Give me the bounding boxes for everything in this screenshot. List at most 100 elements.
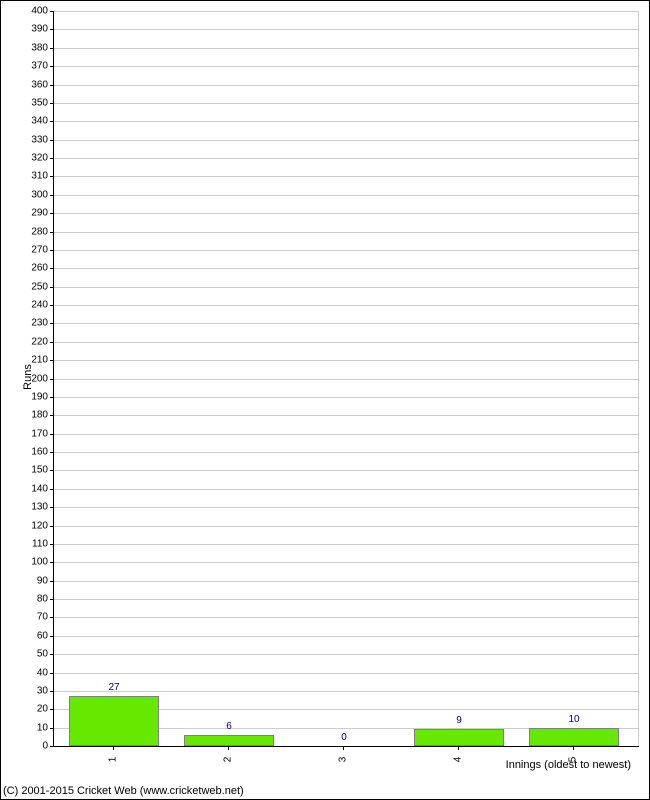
ytick-label: 320 [8,153,48,164]
gridline [54,287,639,288]
ytick-mark [50,232,54,233]
bar [69,696,159,746]
xtick-mark [228,746,229,750]
gridline [54,195,639,196]
ytick-mark [50,452,54,453]
ytick-label: 10 [8,722,48,733]
ytick-label: 210 [8,355,48,366]
ytick-mark [50,287,54,288]
ytick-mark [50,489,54,490]
xtick-mark [573,746,574,750]
ytick-label: 40 [8,667,48,678]
ytick-label: 290 [8,208,48,219]
ytick-label: 330 [8,134,48,145]
ytick-mark [50,415,54,416]
gridline [54,213,639,214]
gridline [54,562,639,563]
ytick-mark [50,562,54,563]
ytick-label: 220 [8,336,48,347]
gridline [54,323,639,324]
ytick-label: 170 [8,428,48,439]
bar-value-label: 0 [341,732,347,743]
ytick-mark [50,617,54,618]
gridline [54,379,639,380]
ytick-label: 30 [8,685,48,696]
ytick-label: 150 [8,465,48,476]
ytick-mark [50,158,54,159]
ytick-label: 270 [8,244,48,255]
ytick-mark [50,140,54,141]
ytick-label: 200 [8,373,48,384]
gridline [54,140,639,141]
gridline [54,232,639,233]
bar-value-label: 27 [108,682,119,693]
ytick-label: 100 [8,557,48,568]
ytick-label: 240 [8,300,48,311]
ytick-mark [50,323,54,324]
bar [184,735,274,746]
gridline [54,85,639,86]
ytick-label: 0 [8,741,48,752]
ytick-mark [50,691,54,692]
ytick-mark [50,581,54,582]
gridline [54,29,639,30]
gridline [54,489,639,490]
ytick-mark [50,342,54,343]
ytick-label: 370 [8,61,48,72]
ytick-label: 60 [8,630,48,641]
ytick-label: 400 [8,6,48,17]
gridline [54,636,639,637]
ytick-label: 260 [8,263,48,274]
gridline [54,268,639,269]
gridline [54,11,639,12]
ytick-label: 90 [8,575,48,586]
ytick-mark [50,268,54,269]
gridline [54,526,639,527]
gridline [54,452,639,453]
ytick-label: 300 [8,189,48,200]
gridline [54,397,639,398]
ytick-mark [50,85,54,86]
gridline [54,507,639,508]
ytick-mark [50,48,54,49]
ytick-label: 160 [8,447,48,458]
gridline [54,250,639,251]
ytick-label: 120 [8,520,48,531]
ytick-label: 140 [8,483,48,494]
ytick-label: 230 [8,318,48,329]
gridline [54,48,639,49]
ytick-label: 280 [8,226,48,237]
ytick-mark [50,673,54,674]
ytick-mark [50,746,54,747]
gridline [54,342,639,343]
chart-container: 2760910 Runs Innings (oldest to newest) … [0,0,650,800]
ytick-mark [50,250,54,251]
ytick-mark [50,360,54,361]
ytick-mark [50,470,54,471]
xtick-label: 2 [222,757,233,763]
gridline [54,544,639,545]
ytick-mark [50,709,54,710]
xtick-label: 1 [107,757,118,763]
ytick-mark [50,121,54,122]
ytick-mark [50,599,54,600]
ytick-mark [50,176,54,177]
ytick-mark [50,195,54,196]
xtick-mark [343,746,344,750]
gridline [54,470,639,471]
ytick-label: 20 [8,704,48,715]
gridline [54,434,639,435]
gridline [54,176,639,177]
gridline [54,103,639,104]
gridline [54,360,639,361]
ytick-mark [50,526,54,527]
gridline [54,305,639,306]
ytick-mark [50,103,54,104]
gridline [54,654,639,655]
ytick-label: 110 [8,538,48,549]
ytick-label: 350 [8,97,48,108]
bar [414,729,504,746]
bar [529,728,619,746]
gridline [54,581,639,582]
ytick-mark [50,305,54,306]
